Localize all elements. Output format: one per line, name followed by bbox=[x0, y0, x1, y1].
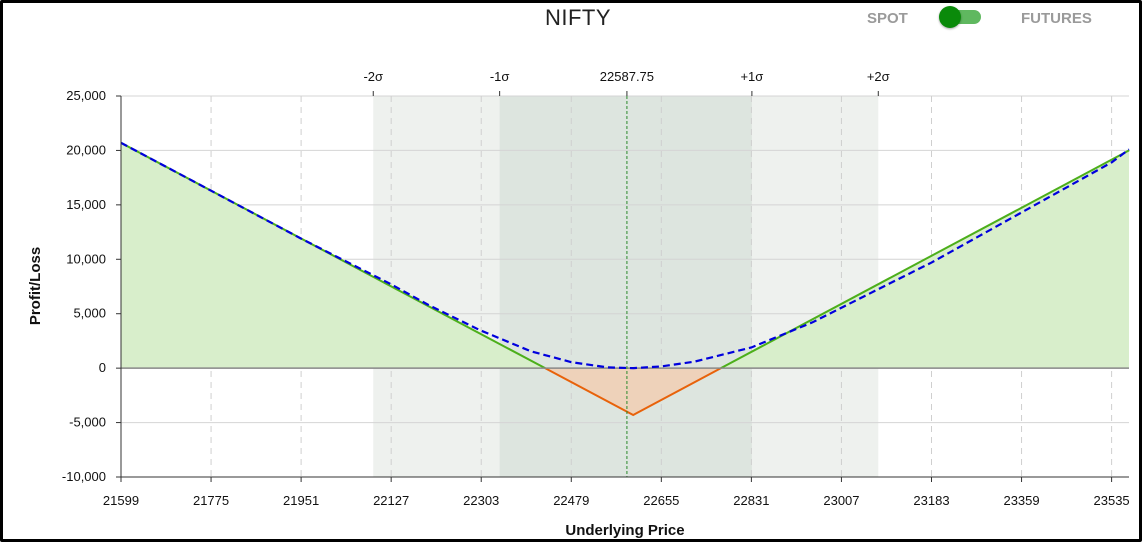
axis-labels: Underlying Price Profit/Loss bbox=[27, 247, 685, 539]
x-tick-label: 22303 bbox=[463, 493, 499, 508]
x-tick-label: 21775 bbox=[193, 493, 229, 508]
x-tick-label: 22655 bbox=[643, 493, 679, 508]
spot-price-label: 22587.75 bbox=[600, 69, 654, 84]
sigma-label: +2σ bbox=[867, 69, 890, 84]
x-tick-label: 22479 bbox=[553, 493, 589, 508]
x-tick-label: 23535 bbox=[1094, 493, 1130, 508]
y-tick-label: -5,000 bbox=[69, 415, 106, 430]
sigma-bands bbox=[373, 96, 879, 477]
sigma-label: -2σ bbox=[363, 69, 383, 84]
spot-label: SPOT bbox=[867, 10, 908, 27]
one-sigma-band bbox=[499, 96, 752, 477]
y-tick-label: 10,000 bbox=[66, 251, 106, 266]
y-axis-title: Profit/Loss bbox=[27, 247, 44, 325]
switch-thumb[interactable] bbox=[939, 6, 961, 28]
y-tick-label: 20,000 bbox=[66, 142, 106, 157]
y-tick-label: 25,000 bbox=[66, 88, 106, 103]
sigma-label: +1σ bbox=[740, 69, 763, 84]
payoff-chart: -10,000 -5,000 0 5,000 10,000 15,000 20,000 25,… bbox=[27, 69, 1130, 539]
sigma-label: -1σ bbox=[490, 69, 510, 84]
x-tick-label: 23007 bbox=[823, 493, 859, 508]
y-tick-label: 15,000 bbox=[66, 197, 106, 212]
expiry-payoff-line-loss bbox=[544, 367, 722, 417]
x-tick-label: 23359 bbox=[1003, 493, 1039, 508]
expiry-payoff-line-profit bbox=[720, 149, 1130, 370]
x-axis-title: Underlying Price bbox=[565, 522, 684, 539]
chart-title: NIFTY bbox=[544, 5, 612, 30]
axes: -10,000 -5,000 0 5,000 10,000 15,000 20,000 25,… bbox=[62, 69, 1130, 508]
y-tick-label: 0 bbox=[99, 360, 106, 375]
x-tick-label: 21599 bbox=[103, 493, 139, 508]
futures-label: FUTURES bbox=[1021, 10, 1092, 27]
x-tick-label: 22831 bbox=[733, 493, 769, 508]
target-day-payoff-line bbox=[120, 141, 1130, 370]
x-tick-label: 21951 bbox=[283, 493, 319, 508]
x-tick-label: 22127 bbox=[373, 493, 409, 508]
spot-futures-switch[interactable] bbox=[939, 6, 981, 29]
payoff-lines bbox=[120, 96, 1130, 477]
y-tick-label: 5,000 bbox=[73, 306, 106, 321]
x-tick-label: 23183 bbox=[913, 493, 949, 508]
loss-area bbox=[545, 368, 721, 415]
y-tick-label: -10,000 bbox=[62, 469, 106, 484]
